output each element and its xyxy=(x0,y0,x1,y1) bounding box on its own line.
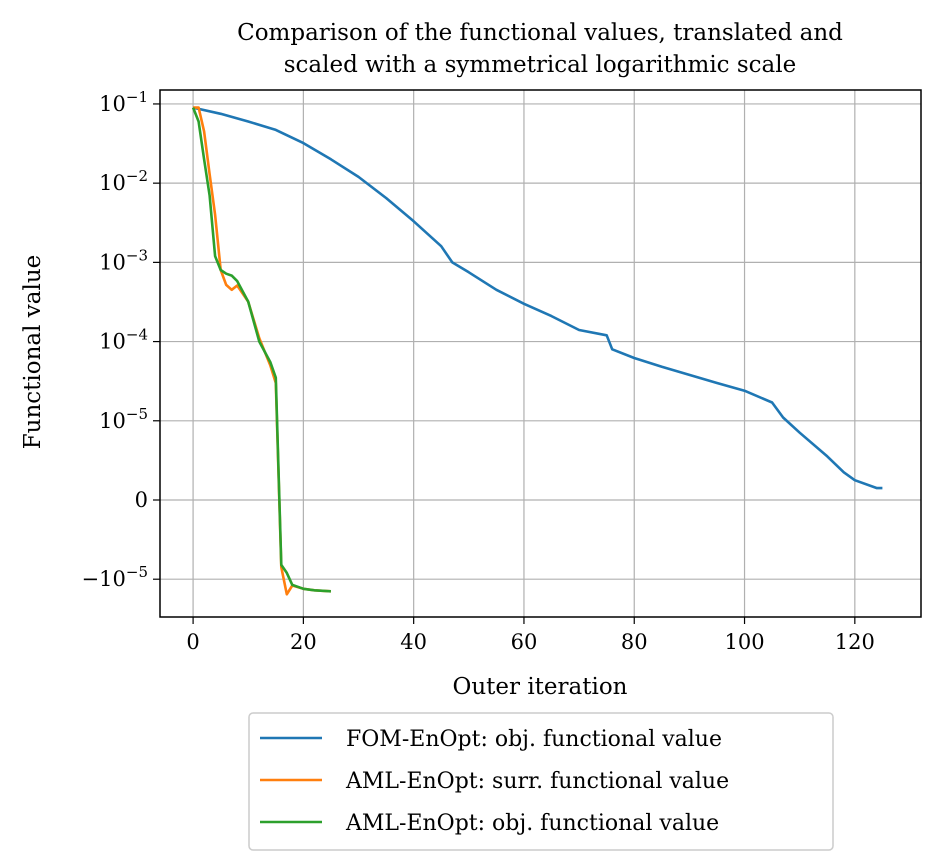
grid-lines xyxy=(160,90,921,617)
x-tick-label: 40 xyxy=(400,630,427,654)
x-tick-label: 20 xyxy=(290,630,317,654)
x-tick-label: 60 xyxy=(511,630,538,654)
legend-box xyxy=(248,712,834,851)
series-line-1 xyxy=(192,106,883,490)
y-tick-label: 10−4 xyxy=(99,326,148,354)
x-axis-label: Outer iteration xyxy=(452,674,627,700)
x-tick-label: 80 xyxy=(621,630,648,654)
y-tick-label: 10−2 xyxy=(99,167,148,195)
y-tick-label: 0 xyxy=(135,488,148,512)
y-tick-label: −10−5 xyxy=(82,563,148,591)
y-axis-ticks: 10−1 10−2 10−3 10−4 10−5 0 −10−5 xyxy=(82,88,160,591)
y-axis-label: Functional value xyxy=(20,255,46,450)
series-lines xyxy=(191,106,883,596)
x-axis-ticks: 0 20 40 60 80 100 120 xyxy=(186,617,875,654)
x-tick-label: 120 xyxy=(835,630,875,654)
legend-label-2: AML-EnOpt: surr. functional value xyxy=(345,769,729,794)
series-line-2 xyxy=(193,106,331,596)
y-tick-label: 10−1 xyxy=(99,88,148,116)
plot-frame xyxy=(159,89,922,618)
y-tick-label: 10−3 xyxy=(99,246,148,274)
y-tick-label: 10−5 xyxy=(99,405,148,433)
chart-title-line1: Comparison of the functional values, tra… xyxy=(237,20,843,46)
x-tick-label: 0 xyxy=(186,630,199,654)
chart-title-line2: scaled with a symmetrical logarithmic sc… xyxy=(284,52,796,78)
legend-label-3: AML-EnOpt: obj. functional value xyxy=(345,811,719,836)
series-line-3 xyxy=(191,107,331,593)
legend-label-1: FOM-EnOpt: obj. functional value xyxy=(346,727,722,752)
x-tick-label: 100 xyxy=(724,630,764,654)
legend: FOM-EnOpt: obj. functional value AML-EnOp… xyxy=(248,712,834,851)
